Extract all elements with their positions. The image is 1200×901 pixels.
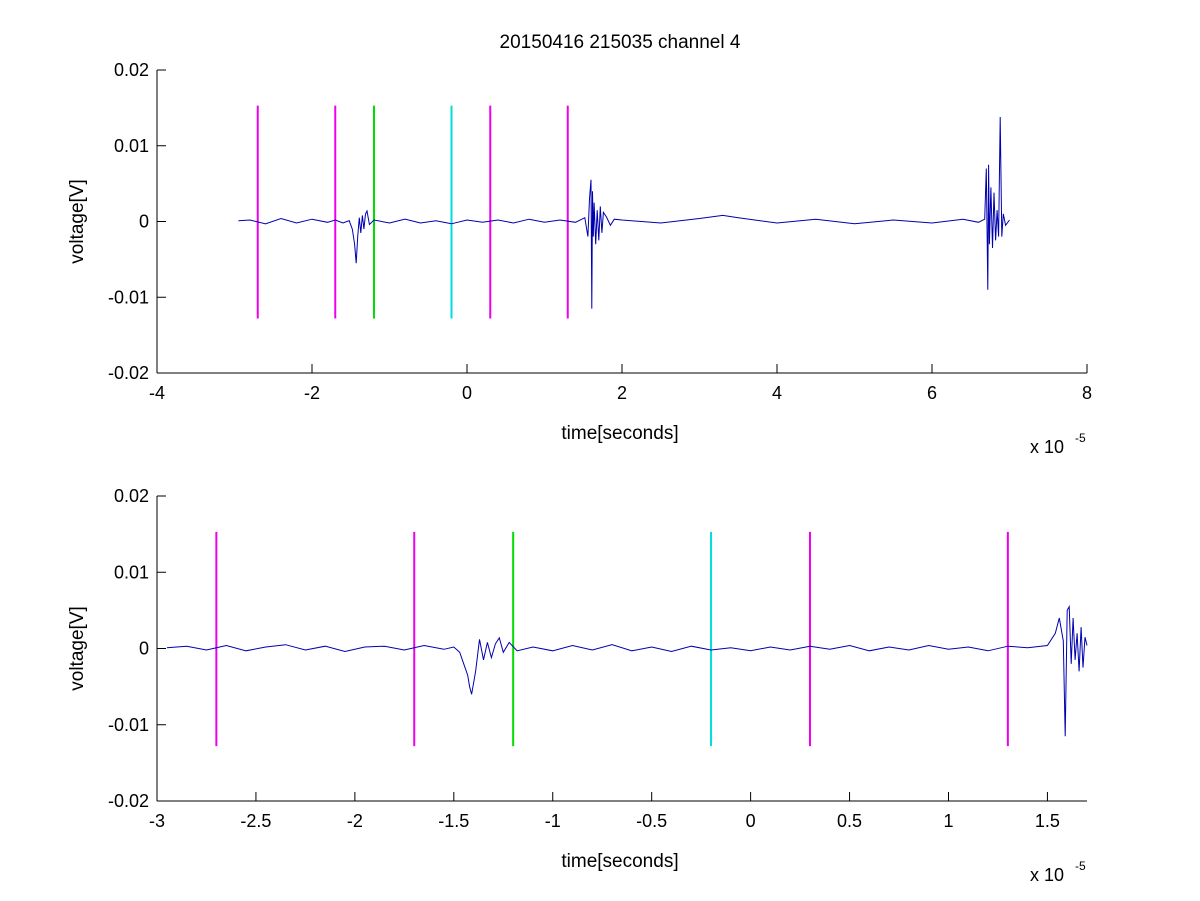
y-tick-label: 0.01	[114, 136, 149, 156]
signal-series-line	[238, 116, 1010, 309]
y-tick-label: 0.01	[114, 562, 149, 582]
top-plot: -4 -2 0 2 4 6 8 -0.02 -0.01 0 0.01 0.02 time[seconds…	[67, 60, 1092, 457]
y-tick-label: 0	[139, 212, 149, 232]
x-tick-label: 2	[617, 383, 627, 403]
x-tick-label: 4	[772, 383, 782, 403]
y-tick-label: 0.02	[114, 486, 149, 506]
x-axis-label: time[seconds]	[561, 851, 678, 872]
x-tick-label: 0	[746, 811, 756, 831]
y-tick-label: -0.01	[108, 715, 149, 735]
x-tick-label: 1	[943, 811, 953, 831]
y-axis-label: voltage[V]	[67, 606, 88, 691]
x-axis-label: time[seconds]	[561, 423, 678, 444]
y-tick-label: 0	[139, 639, 149, 659]
x-exponent-label: x 10	[1030, 437, 1064, 457]
x-tick-label: -1	[545, 811, 561, 831]
x-exponent-power: -5	[1075, 431, 1086, 445]
x-tick-label: 8	[1082, 383, 1092, 403]
x-tick-label: -2	[347, 811, 363, 831]
y-tick-label: -0.01	[108, 287, 149, 307]
x-tick-label: -4	[149, 383, 165, 403]
x-tick-label: -2	[304, 383, 320, 403]
x-tick-label: -3	[149, 811, 165, 831]
x-tick-label: -2.5	[240, 811, 271, 831]
x-tick-label: 6	[927, 383, 937, 403]
y-tick-label: -0.02	[108, 791, 149, 811]
x-tick-label: 0	[462, 383, 472, 403]
y-tick-label: 0.02	[114, 60, 149, 80]
y-tick-label: -0.02	[108, 363, 149, 383]
bottom-plot: -3 -2.5 -2 -1.5 -1 -0.5 0 0.5 1 1.5 -0.02 -0.01 0 0.0…	[67, 486, 1088, 885]
x-exponent-label: x 10	[1030, 865, 1064, 885]
signal-series-line	[166, 604, 1088, 737]
x-tick-label: 0.5	[837, 811, 862, 831]
y-axis-label: voltage[V]	[67, 179, 88, 264]
figure-title: 20150416 215035 channel 4	[500, 32, 741, 53]
x-tick-label: -0.5	[636, 811, 667, 831]
x-tick-label: -1.5	[438, 811, 469, 831]
x-tick-label: 1.5	[1035, 811, 1060, 831]
x-exponent-power: -5	[1075, 859, 1086, 873]
